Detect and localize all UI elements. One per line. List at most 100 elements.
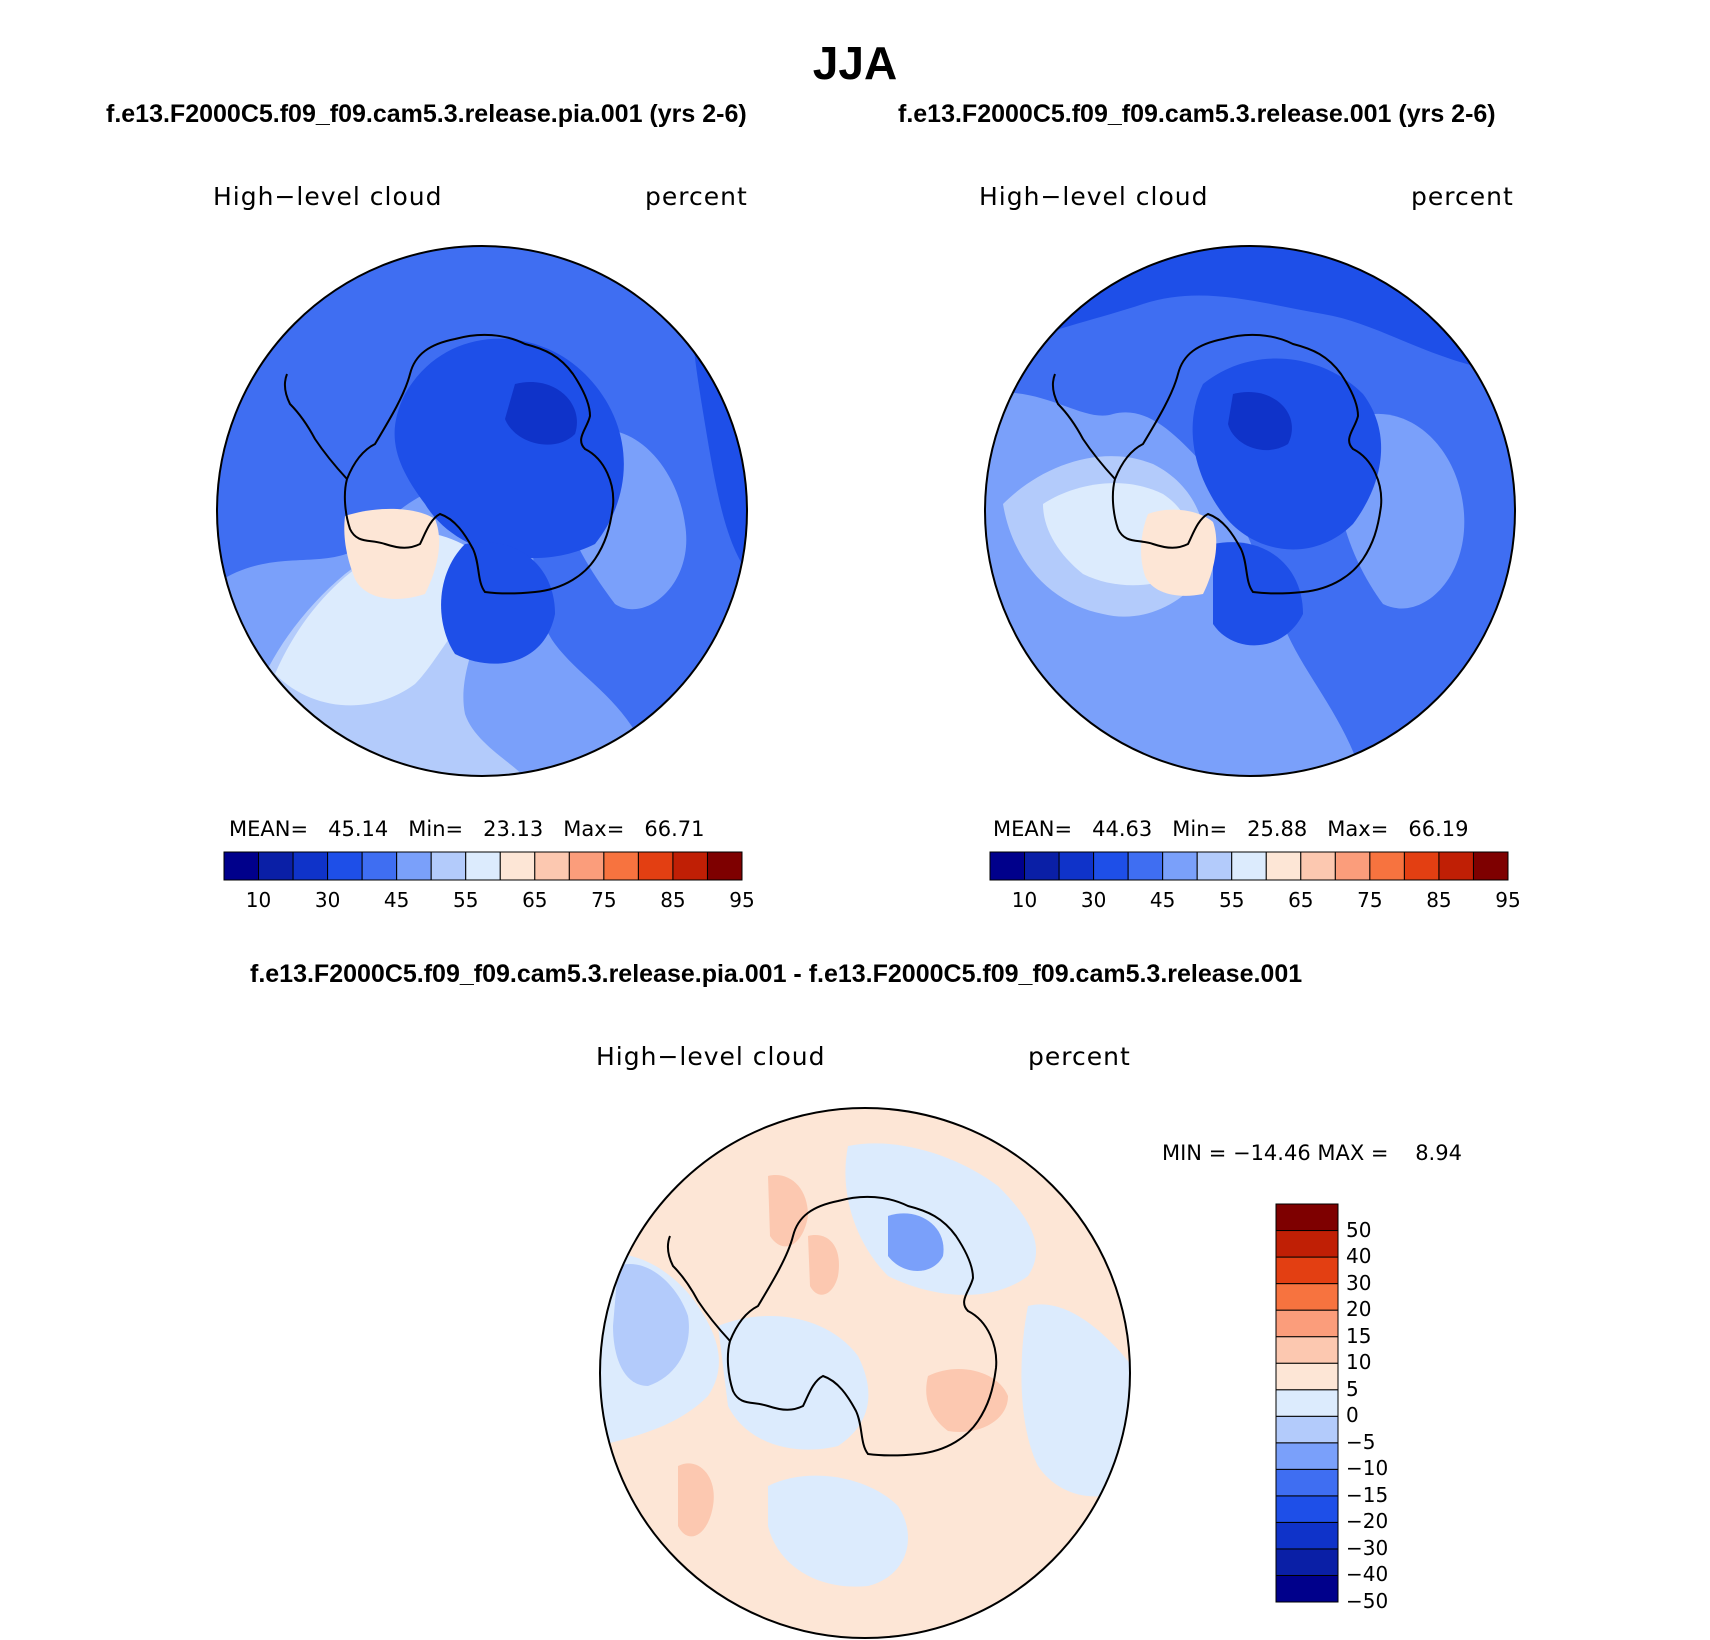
- colorbar-tick-label: 85: [1426, 888, 1452, 912]
- colorbar-swatch: [1300, 851, 1336, 881]
- colorbar-tick-label: 45: [383, 888, 410, 912]
- colorbar-swatch: [396, 851, 432, 881]
- colorbar-swatch: [292, 851, 329, 881]
- colorbar-swatch: [327, 851, 363, 881]
- map1-peninsula: [283, 373, 348, 480]
- colorbar-swatch: [1369, 851, 1405, 881]
- colorbar-tick-label: 5: [1346, 1376, 1359, 1401]
- page-title: JJA: [812, 37, 898, 89]
- colorbar-tick-label: 65: [522, 888, 548, 912]
- colorbar-swatch: [1196, 851, 1233, 881]
- panel1-max-label: Max=: [563, 817, 625, 841]
- colorbar-swatch: [1275, 1389, 1339, 1417]
- panel2-max-value: 66.19: [1408, 817, 1469, 841]
- colorbar-tick-label: 30: [1080, 888, 1107, 912]
- colorbar-swatch: [637, 851, 674, 881]
- panel2-units-label: percent: [1411, 182, 1514, 211]
- map3-field-region: [926, 1368, 1008, 1432]
- colorbar-panel-1: [223, 851, 743, 881]
- colorbar-swatch: [1334, 851, 1371, 881]
- colorbar-swatch: [1275, 1548, 1339, 1576]
- colorbar-tick-label: −5: [1346, 1429, 1376, 1454]
- colorbar-tick-label: 30: [1346, 1270, 1372, 1295]
- panel1-mean-value: 45.14: [328, 817, 389, 841]
- colorbar-tick-label: 55: [452, 888, 479, 912]
- colorbar-panel-3: [1275, 1203, 1339, 1603]
- colorbar-swatch: [568, 851, 605, 881]
- panel2-stats: MEAN= 44.63 Min= 25.88 Max= 66.19: [993, 817, 1468, 841]
- map3-field-region: [768, 1175, 808, 1247]
- colorbar-swatch: [223, 851, 260, 881]
- map3-field-region: [613, 1264, 689, 1386]
- map2-peninsula: [1051, 373, 1116, 480]
- map1-border: [216, 245, 748, 777]
- colorbar-panel-2: [989, 851, 1509, 881]
- map1-coastline: [343, 333, 615, 595]
- colorbar-tick-label: 75: [1357, 888, 1383, 912]
- colorbar-swatch: [1275, 1362, 1339, 1391]
- colorbar-tick-label: 40: [1346, 1244, 1372, 1269]
- panel2-variable-label: High−level cloud: [979, 182, 1209, 211]
- colorbar-tick-label: 65: [1288, 888, 1314, 912]
- colorbar-swatch: [706, 851, 743, 881]
- map3-field-region: [678, 1463, 714, 1537]
- colorbar-swatch: [1275, 1283, 1339, 1311]
- map3-field-region: [718, 1316, 869, 1450]
- colorbar-tick-label: 0: [1346, 1403, 1359, 1428]
- panel2-min-value: 25.88: [1247, 817, 1308, 841]
- map2-coastline: [1111, 333, 1383, 595]
- colorbar-swatch: [361, 851, 398, 881]
- colorbar-swatch: [1093, 851, 1129, 881]
- colorbar-tick-label: −20: [1346, 1509, 1389, 1534]
- colorbar-swatch: [989, 851, 1026, 881]
- colorbar-tick-label: 95: [1495, 888, 1521, 912]
- map1-field-region: [275, 534, 488, 706]
- colorbar-swatch: [603, 851, 639, 881]
- colorbar-tick-label: 45: [1149, 888, 1176, 912]
- colorbar-swatch: [1275, 1203, 1339, 1232]
- map1-field-region: [505, 382, 577, 445]
- colorbar-tick-label: −40: [1346, 1562, 1389, 1587]
- colorbar-tick-label: 30: [314, 888, 341, 912]
- map-panel-1: [216, 245, 748, 777]
- map2-border: [984, 245, 1516, 777]
- colorbar-swatch: [1275, 1495, 1339, 1523]
- colorbar-swatch: [1275, 1442, 1339, 1470]
- colorbar-swatch: [1162, 851, 1198, 881]
- colorbar-tick-label: 10: [1346, 1350, 1372, 1375]
- colorbar-swatch: [1058, 851, 1095, 881]
- colorbar-tick-label: 20: [1346, 1297, 1372, 1322]
- colorbar-swatch: [258, 851, 294, 881]
- panel3-case-title: f.e13.F2000C5.f09_f09.cam5.3.release.pia…: [250, 960, 1303, 988]
- colorbar-swatch: [1403, 851, 1440, 881]
- map3-coastline: [726, 1195, 998, 1457]
- colorbar-swatch: [499, 851, 536, 881]
- colorbar-tick-label: −50: [1346, 1589, 1389, 1613]
- map2-field-region: [1228, 392, 1292, 451]
- colorbar-swatch: [1275, 1468, 1339, 1497]
- colorbar-tick-label: 55: [1218, 888, 1245, 912]
- colorbar-swatch: [1275, 1415, 1339, 1444]
- map-panel-3: [599, 1107, 1131, 1639]
- colorbar-swatch: [1024, 851, 1060, 881]
- map3-field-region: [888, 1213, 944, 1271]
- colorbar-tick-label: 15: [1346, 1323, 1372, 1348]
- colorbar-tick-label: 85: [660, 888, 686, 912]
- colorbar-swatch: [672, 851, 708, 881]
- colorbar-tick-label: 10: [245, 888, 272, 912]
- colorbar-swatch: [1275, 1309, 1339, 1338]
- panel1-mean-label: MEAN=: [229, 817, 309, 841]
- colorbar-swatch: [1275, 1521, 1339, 1550]
- colorbar-swatch: [465, 851, 501, 881]
- panel3-variable-label: High−level cloud: [596, 1042, 826, 1071]
- colorbar-swatch: [1265, 851, 1302, 881]
- panel1-min-label: Min=: [408, 817, 464, 841]
- panel1-stats: MEAN= 45.14 Min= 23.13 Max= 66.71: [229, 817, 704, 841]
- panel2-min-label: Min=: [1172, 817, 1228, 841]
- colorbar-tick-label: 10: [1011, 888, 1038, 912]
- panel3-units-label: percent: [1028, 1042, 1131, 1071]
- colorbar-swatch: [1127, 851, 1164, 881]
- map2-field-region: [1213, 542, 1303, 646]
- map1-field-region: [344, 508, 440, 599]
- map1-field-region: [394, 338, 624, 559]
